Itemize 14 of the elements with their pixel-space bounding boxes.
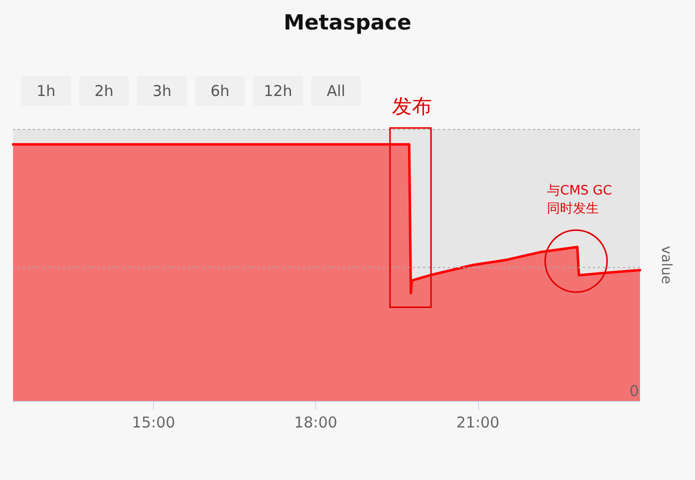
time-range-button: 1h — [21, 76, 71, 106]
time-range-button: All — [311, 76, 361, 106]
x-tick-label: 18:00 — [294, 414, 338, 432]
time-range-button: 2h — [79, 76, 129, 106]
y-axis-title: value — [658, 246, 674, 284]
time-range-button: 12h — [253, 76, 303, 106]
time-range-button: 6h — [195, 76, 245, 106]
time-range-button: 3h — [137, 76, 187, 106]
annotation: 0 — [629, 382, 639, 400]
x-tick-label: 21:00 — [456, 414, 500, 432]
chart-title: Metaspace — [284, 10, 412, 34]
text: 发布 — [392, 94, 432, 118]
x-tick-label: 15:00 — [132, 414, 176, 432]
annotation: 与CMS GC 同时发生 — [547, 184, 612, 217]
